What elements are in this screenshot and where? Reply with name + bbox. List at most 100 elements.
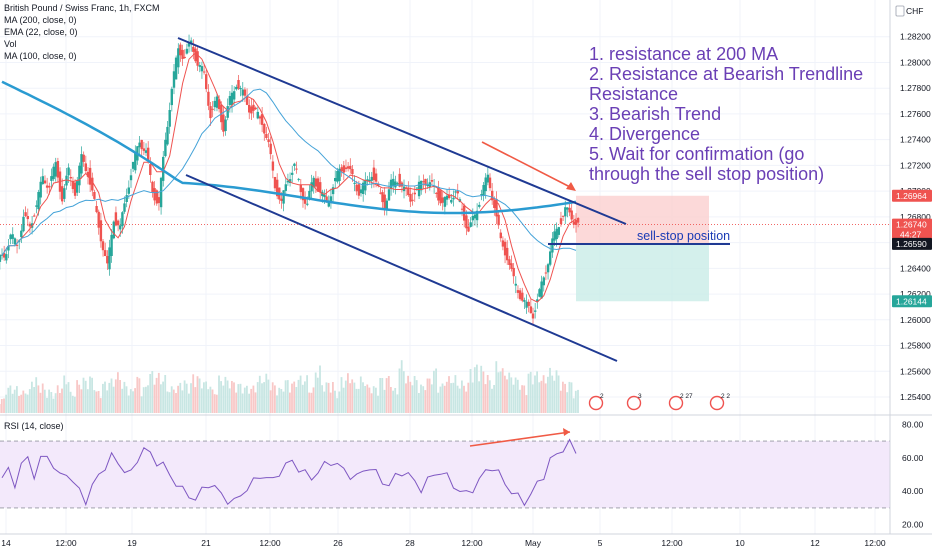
candle-body: [230, 92, 234, 106]
volume-bar: [24, 393, 27, 413]
volume-bar: [125, 386, 128, 413]
candle-body: [140, 139, 143, 150]
volume-bar: [323, 391, 326, 413]
candle-body: [531, 313, 535, 319]
volume-bar: [149, 374, 152, 413]
volume-bar: [574, 390, 577, 413]
price-arrow-head: [566, 182, 576, 191]
volume-bar: [452, 382, 455, 413]
volume-bar: [551, 375, 554, 413]
candle-body: [78, 165, 81, 186]
volume-bar: [418, 393, 420, 413]
volume-bar: [33, 387, 35, 413]
price-badge: [892, 189, 932, 202]
volume-bar: [405, 383, 407, 413]
volume-bar: [564, 383, 566, 413]
candle-body: [362, 182, 365, 194]
candle-body: [248, 105, 251, 113]
volume-bar: [276, 395, 278, 413]
event-icon: [709, 395, 725, 411]
symbol-title[interactable]: British Pound / Swiss Franc, 1h, FXCM: [4, 3, 160, 13]
candle-body: [370, 176, 373, 181]
volume-bar: [370, 393, 373, 413]
event-icon: [668, 395, 684, 411]
candle-body: [271, 161, 275, 171]
volume-bar: [332, 382, 334, 413]
candle-body: [56, 161, 60, 178]
volume-bar: [308, 392, 311, 413]
rsi-pane[interactable]: [0, 428, 890, 509]
volume-bar: [344, 380, 347, 413]
volume-bar: [50, 392, 53, 413]
candle-body: [123, 203, 126, 212]
legend-ma200[interactable]: MA (200, close, 0): [4, 15, 77, 25]
event-icon: [626, 395, 642, 411]
price-badge: [892, 295, 932, 308]
volume-bar: [65, 384, 68, 413]
candle-body: [196, 51, 199, 66]
volume-bar: [205, 381, 207, 413]
time-tick-label: 12:00: [55, 538, 77, 548]
volume-bar: [157, 372, 160, 413]
volume-bar: [359, 376, 362, 413]
volume-bar: [175, 393, 177, 413]
candle-body: [131, 161, 135, 169]
stop-loss-box: [576, 195, 709, 244]
volume-bar: [516, 379, 519, 413]
time-tick-label: 12:00: [864, 538, 886, 548]
volume-bar: [407, 375, 409, 413]
candle-body: [521, 292, 524, 301]
candle-body: [310, 182, 313, 192]
candle-body: [200, 66, 204, 72]
volume-bar: [164, 375, 167, 413]
price-tick-label: 1.25400: [900, 392, 931, 402]
volume-bar: [562, 381, 564, 413]
candle-body: [235, 86, 238, 90]
rsi-title[interactable]: RSI (14, close): [4, 421, 64, 431]
candle-body: [125, 195, 128, 202]
candle-body: [351, 169, 354, 175]
volume-bar: [80, 389, 83, 413]
candle-body: [73, 182, 77, 196]
candle-body: [205, 74, 208, 90]
candle-body: [471, 216, 474, 221]
candle-body: [536, 299, 539, 302]
price-tick-label: 1.26000: [900, 315, 931, 325]
candle-body: [254, 107, 257, 110]
candle-body: [284, 184, 287, 191]
volume-bar: [46, 397, 48, 413]
trendlines[interactable]: [177, 37, 730, 362]
legend-vol[interactable]: Vol: [4, 39, 17, 49]
volume-bar: [237, 384, 240, 413]
volume-bar: [95, 391, 98, 413]
legend-ma100[interactable]: MA (100, close, 0): [4, 51, 77, 61]
volume-bar: [246, 385, 248, 413]
volume-bar: [119, 380, 121, 413]
candle-body: [108, 247, 111, 270]
volume-bar: [506, 379, 508, 413]
analysis-notes: 1. resistance at 200 MA 2. Resistance at…: [589, 44, 889, 184]
volume-bar: [177, 385, 179, 413]
volume-bar: [147, 385, 149, 413]
candle-body: [473, 214, 477, 219]
volume-bar: [364, 386, 366, 413]
volume-bar: [424, 390, 427, 413]
candle-body: [303, 197, 307, 204]
volume-bar: [140, 396, 143, 413]
volume-bar: [102, 383, 104, 413]
candle-body: [396, 183, 399, 185]
volume-bar: [456, 385, 459, 413]
candle-body: [5, 254, 8, 261]
legend-ema22[interactable]: EMA (22, close, 0): [4, 27, 78, 37]
volume-bar: [26, 394, 29, 413]
candle-body: [170, 88, 173, 106]
note-3: 3. Bearish Trend: [589, 104, 722, 124]
candle-body: [194, 48, 197, 62]
candle-body: [407, 188, 410, 196]
candle-body: [183, 56, 186, 58]
event-icon-label: 3: [638, 393, 642, 400]
position-boxes[interactable]: [0, 195, 890, 302]
volume-bar: [282, 391, 285, 413]
